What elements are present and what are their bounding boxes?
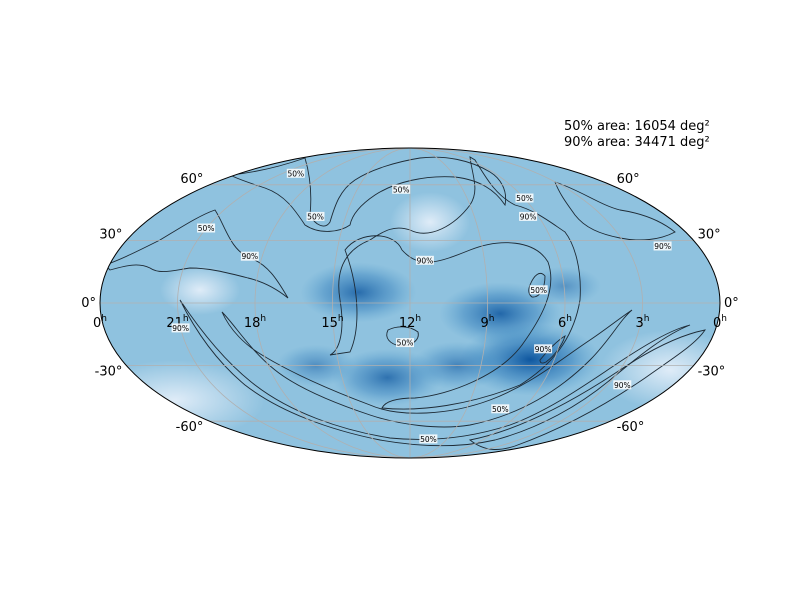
contour-label: 90% xyxy=(613,380,632,390)
meridian-line xyxy=(409,148,643,458)
contour-label: 50% xyxy=(392,184,411,194)
contour-label: 50% xyxy=(306,211,325,221)
svg-text:50%: 50% xyxy=(516,194,533,203)
svg-text:50%: 50% xyxy=(198,224,215,233)
meridian-line xyxy=(332,148,411,458)
map-outline xyxy=(99,147,721,459)
area-50-label: 50% area: 16054 deg² xyxy=(564,119,710,134)
probability-hotspot xyxy=(300,262,417,323)
contour-90-south xyxy=(179,299,691,447)
probability-contours xyxy=(104,156,706,450)
low-probability-region xyxy=(390,192,470,252)
contour-label: 50% xyxy=(286,168,305,178)
contour-50-south xyxy=(221,309,633,428)
contour-90-north-left xyxy=(104,209,289,299)
svg-text:50%: 50% xyxy=(307,212,324,221)
svg-text:50%: 50% xyxy=(492,405,509,414)
svg-text:90%: 90% xyxy=(417,256,434,265)
dec-tick-label-left: 30° xyxy=(99,227,122,242)
contour-label: 90% xyxy=(171,323,190,333)
contour-label: 90% xyxy=(415,255,434,265)
svg-text:90%: 90% xyxy=(654,242,671,251)
svg-text:50%: 50% xyxy=(397,339,414,348)
contour-90-east xyxy=(554,181,676,241)
contour-label: 50% xyxy=(197,223,216,233)
contour-label: 50% xyxy=(529,285,548,295)
ra-tick-label: 0h xyxy=(713,314,727,331)
meridian-line xyxy=(409,148,488,458)
dec-tick-label-right: 60° xyxy=(617,172,640,187)
dec-tick-label-right: 30° xyxy=(698,227,721,242)
svg-text:90%: 90% xyxy=(614,381,631,390)
contour-label: 50% xyxy=(419,434,438,444)
contour-label: 90% xyxy=(240,251,259,261)
dec-tick-label-right: -60° xyxy=(617,420,645,435)
contour-label: 90% xyxy=(534,344,553,354)
dec-tick-label-right: 0° xyxy=(724,296,739,311)
svg-text:50%: 50% xyxy=(420,435,437,444)
contour-50-small xyxy=(386,326,419,347)
contour-label: 50% xyxy=(396,338,414,348)
svg-text:90%: 90% xyxy=(520,212,537,221)
dec-tick-label-left: 60° xyxy=(180,172,203,187)
dec-tick-label-left: -30° xyxy=(95,365,123,380)
svg-text:50%: 50% xyxy=(287,169,304,178)
svg-text:50%: 50% xyxy=(530,286,547,295)
meridian-line xyxy=(177,148,411,458)
dec-tick-label-left: 0° xyxy=(81,296,96,311)
svg-text:90%: 90% xyxy=(535,345,552,354)
contour-label: 90% xyxy=(519,211,538,221)
area-annotation: 50% area: 16054 deg² 90% area: 34471 deg… xyxy=(564,119,710,151)
contour-50-central xyxy=(329,156,581,410)
svg-text:90%: 90% xyxy=(241,252,258,261)
meridian-line xyxy=(409,148,566,458)
dec-tick-label-right: -30° xyxy=(698,365,726,380)
svg-text:50%: 50% xyxy=(393,185,410,194)
area-90-label: 90% area: 34471 deg² xyxy=(564,135,710,150)
dec-tick-label-left: -60° xyxy=(176,420,204,435)
svg-text:90%: 90% xyxy=(172,324,189,333)
contour-label: 50% xyxy=(491,404,510,414)
contour-90-far-south xyxy=(468,329,706,450)
low-probability-region xyxy=(160,265,240,315)
contour-label: 50% xyxy=(515,193,534,203)
contour-label: 90% xyxy=(653,241,672,251)
meridian-line xyxy=(254,148,411,458)
